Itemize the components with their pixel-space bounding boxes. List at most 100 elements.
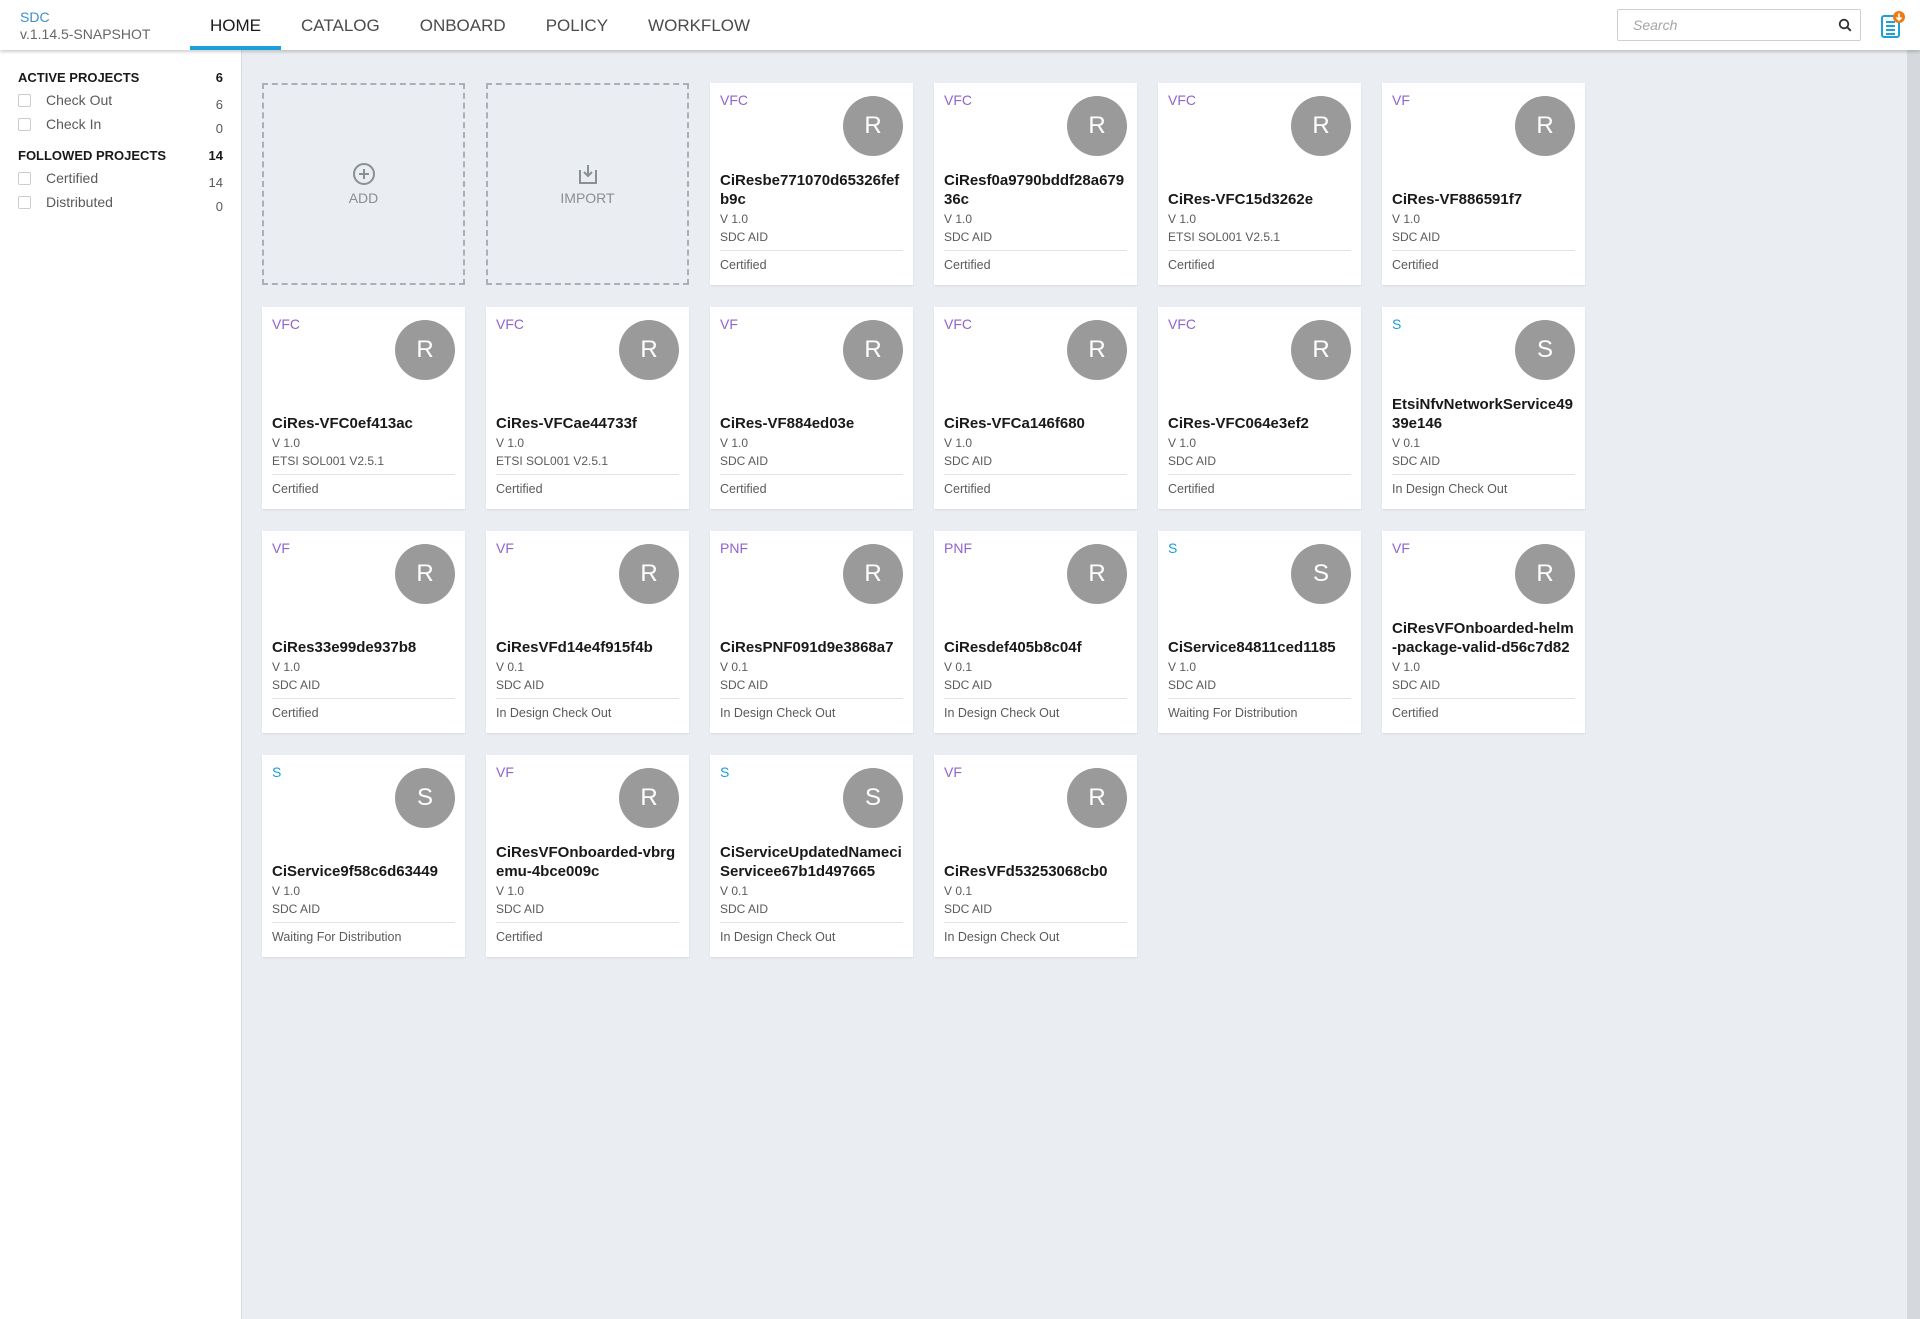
asset-version: V 1.0 [720,212,749,226]
asset-type: VF [496,540,514,556]
sidebar: ACTIVE PROJECTS 6 Check Out 6 Check In 0 FO… [0,50,242,1319]
asset-status: Certified [944,474,1127,499]
app-name: SDC [20,9,50,25]
asset-type: VFC [1168,92,1196,108]
asset-card[interactable]: S S EtsiNfvNetworkService4939e146 V 0.1 … [1382,307,1585,509]
service-avatar-icon: S [1291,544,1351,604]
asset-category: SDC AID [720,678,769,692]
import-button[interactable]: IMPORT [486,83,689,285]
asset-title: CiService84811ced1185 [1168,639,1336,656]
asset-card[interactable]: VF R CiRes33e99de937b8 V 1.0 SDC AID Cer… [262,531,465,733]
asset-title: CiRes-VF884ed03e [720,415,855,432]
service-avatar-icon: S [843,768,903,828]
resource-avatar-icon: R [619,768,679,828]
filter-count: 6 [215,96,223,112]
search-input[interactable] [1633,17,1838,33]
asset-card[interactable]: VFC R CiRes-VFC15d3262e V 1.0 ETSI SOL00… [1158,83,1361,285]
asset-status: In Design Check Out [1392,474,1575,499]
asset-version: V 1.0 [272,436,301,450]
asset-card[interactable]: S S CiServiceUpdatedNameciServicee67b1d4… [710,755,913,957]
asset-category: SDC AID [720,230,769,244]
asset-card[interactable]: VF R CiResVFd53253068cb0 V 0.1 SDC AID I… [934,755,1137,957]
tab-onboard[interactable]: ONBOARD [419,16,506,35]
active-projects-group: ACTIVE PROJECTS 6 Check Out 6 Check In 0 [0,70,241,136]
asset-card[interactable]: VF R CiRes-VF884ed03e V 1.0 SDC AID Cert… [710,307,913,509]
asset-category: SDC AID [272,678,321,692]
asset-card[interactable]: VFC R CiRes-VFCae44733f V 1.0 ETSI SOL00… [486,307,689,509]
resource-avatar-icon: R [395,544,455,604]
resource-avatar-icon: R [1291,320,1351,380]
asset-type: VF [944,764,962,780]
asset-card[interactable]: VF R CiResVFd14e4f915f4b V 0.1 SDC AID I… [486,531,689,733]
asset-category: SDC AID [944,454,993,468]
asset-title: EtsiNfvNetworkService4939e146 [1392,396,1573,432]
asset-category: SDC AID [1168,678,1217,692]
asset-type: VFC [496,316,524,332]
asset-category: SDC AID [720,454,769,468]
asset-status: Certified [944,250,1127,275]
asset-type: PNF [944,540,972,556]
resource-avatar-icon: R [843,544,903,604]
asset-type: VFC [272,316,300,332]
asset-card[interactable]: VF R CiRes-VF886591f7 V 1.0 SDC AID Cert… [1382,83,1585,285]
scrollbar[interactable] [1907,50,1920,1319]
asset-version: V 1.0 [1392,212,1421,226]
asset-category: SDC AID [1168,454,1217,468]
resource-avatar-icon: R [1067,544,1127,604]
tab-catalog[interactable]: CATALOG [301,16,380,35]
search-box [1617,9,1861,41]
tab-home[interactable]: HOME [190,0,281,50]
tab-policy[interactable]: POLICY [545,16,609,35]
asset-status: Certified [272,698,455,723]
asset-card[interactable]: VF R CiResVFOnboarded-vbrgemu-4bce009c V… [486,755,689,957]
asset-type: S [272,764,282,780]
asset-type: VF [1392,540,1410,556]
asset-card[interactable]: VFC R CiResf0a9790bddf28a67936c V 1.0 SD… [934,83,1137,285]
asset-card[interactable]: VFC R CiRes-VFCa146f680 V 1.0 SDC AID Ce… [934,307,1137,509]
asset-card[interactable]: S S CiService9f58c6d63449 V 1.0 SDC AID … [262,755,465,957]
app-logo[interactable]: SDC v.1.14.5-SNAPSHOT [20,9,150,42]
checkbox[interactable] [18,171,31,185]
filter-check-out[interactable]: Check Out 6 [18,88,223,112]
asset-status: Certified [272,474,455,499]
followed-projects-group: FOLLOWED PROJECTS 14 Certified 14 Distribu… [0,148,241,214]
asset-card[interactable]: S S CiService84811ced1185 V 1.0 SDC AID … [1158,531,1361,733]
asset-category: ETSI SOL001 V2.5.1 [1168,230,1281,244]
asset-status: Certified [1392,698,1575,723]
filter-count: 0 [215,198,223,214]
asset-card[interactable]: VF R CiResVFOnboarded-helm-package-valid… [1382,531,1585,733]
asset-status: Waiting For Distribution [272,922,455,947]
asset-card[interactable]: VFC R CiRes-VFC0ef413ac V 1.0 ETSI SOL00… [262,307,465,509]
asset-version: V 1.0 [1392,660,1421,674]
filter-count: 14 [208,174,223,190]
asset-title: CiResVFOnboarded-helm-package-valid-d56c… [1392,620,1574,656]
checkbox[interactable] [18,117,31,131]
asset-status: Certified [1168,474,1351,499]
filter-distributed[interactable]: Distributed 0 [18,190,223,214]
import-icon [578,165,597,184]
notification-document-icon[interactable] [1880,11,1906,39]
asset-card[interactable]: VFC R CiResbe771070d65326fefb9c V 1.0 SD… [710,83,913,285]
asset-title: CiRes-VFC15d3262e [1168,191,1314,208]
app-version: v.1.14.5-SNAPSHOT [20,26,151,42]
asset-type: VFC [1168,316,1196,332]
search-icon[interactable] [1838,18,1852,32]
tab-workflow[interactable]: WORKFLOW [648,16,751,35]
followed-projects-count: 14 [208,148,223,163]
checkbox[interactable] [18,195,31,209]
asset-version: V 0.1 [720,660,749,674]
asset-card[interactable]: VFC R CiRes-VFC064e3ef2 V 1.0 SDC AID Ce… [1158,307,1361,509]
asset-card[interactable]: PNF R CiResdef405b8c04f V 0.1 SDC AID In… [934,531,1137,733]
add-button[interactable]: ADD [262,83,465,285]
service-avatar-icon: S [1515,320,1575,380]
resource-avatar-icon: R [843,96,903,156]
asset-title: CiResVFOnboarded-vbrgemu-4bce009c [496,844,676,880]
asset-version: V 1.0 [1168,212,1197,226]
filter-check-in[interactable]: Check In 0 [18,112,223,136]
asset-category: SDC AID [944,678,993,692]
filter-label: Certified [46,170,99,186]
filter-certified[interactable]: Certified 14 [18,166,223,190]
asset-version: V 1.0 [944,436,973,450]
asset-card[interactable]: PNF R CiResPNF091d9e3868a7 V 0.1 SDC AID… [710,531,913,733]
checkbox[interactable] [18,93,31,107]
